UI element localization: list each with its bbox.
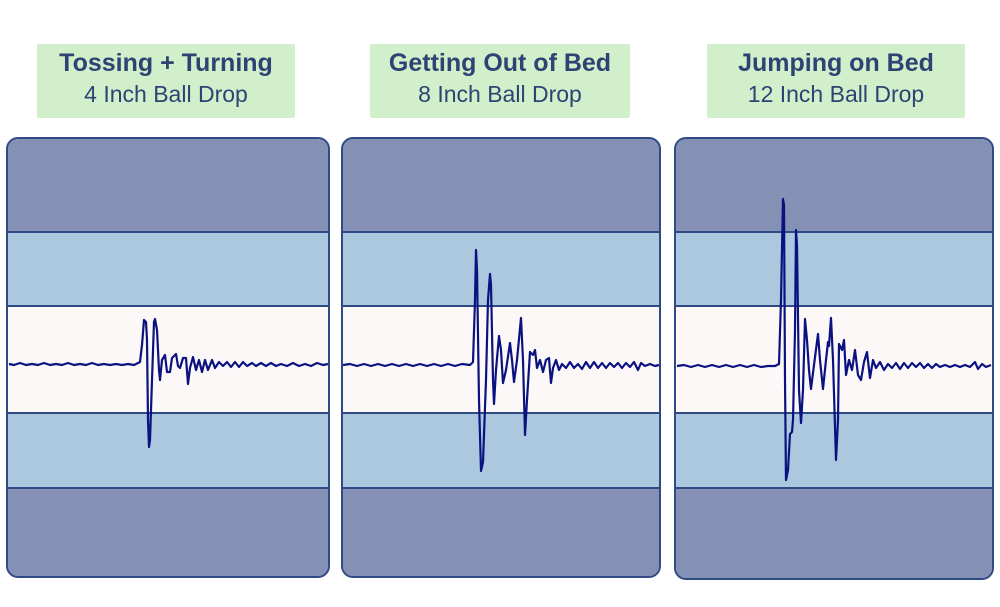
panel-4-inch	[6, 137, 330, 578]
band-outer-bottom	[343, 489, 659, 576]
panel-title: Tossing + Turning	[59, 49, 273, 77]
band-center	[343, 305, 659, 414]
band-outer-bottom	[8, 489, 328, 576]
panel-8-inch	[341, 137, 661, 578]
label-tossing-turning: Tossing + Turning 4 Inch Ball Drop	[37, 44, 295, 118]
panel-subtitle: 8 Inch Ball Drop	[418, 81, 582, 107]
band-outer-top	[8, 139, 328, 231]
band-mid-bottom	[343, 414, 659, 489]
band-outer-bottom	[676, 489, 992, 578]
panel-title: Jumping on Bed	[738, 49, 934, 77]
band-center	[8, 305, 328, 414]
panel-title: Getting Out of Bed	[388, 49, 612, 77]
band-mid-top	[8, 231, 328, 305]
band-outer-top	[676, 139, 992, 231]
panel-12-inch	[674, 137, 994, 580]
band-mid-top	[343, 231, 659, 305]
band-mid-bottom	[8, 414, 328, 489]
panel-subtitle: 4 Inch Ball Drop	[84, 81, 248, 107]
band-mid-bottom	[676, 414, 992, 489]
label-getting-out-of-bed: Getting Out of Bed 8 Inch Ball Drop	[370, 44, 630, 118]
panel-subtitle: 12 Inch Ball Drop	[747, 81, 925, 107]
band-center	[676, 305, 992, 414]
label-jumping-on-bed: Jumping on Bed 12 Inch Ball Drop	[707, 44, 965, 118]
band-outer-top	[343, 139, 659, 231]
band-mid-top	[676, 231, 992, 305]
